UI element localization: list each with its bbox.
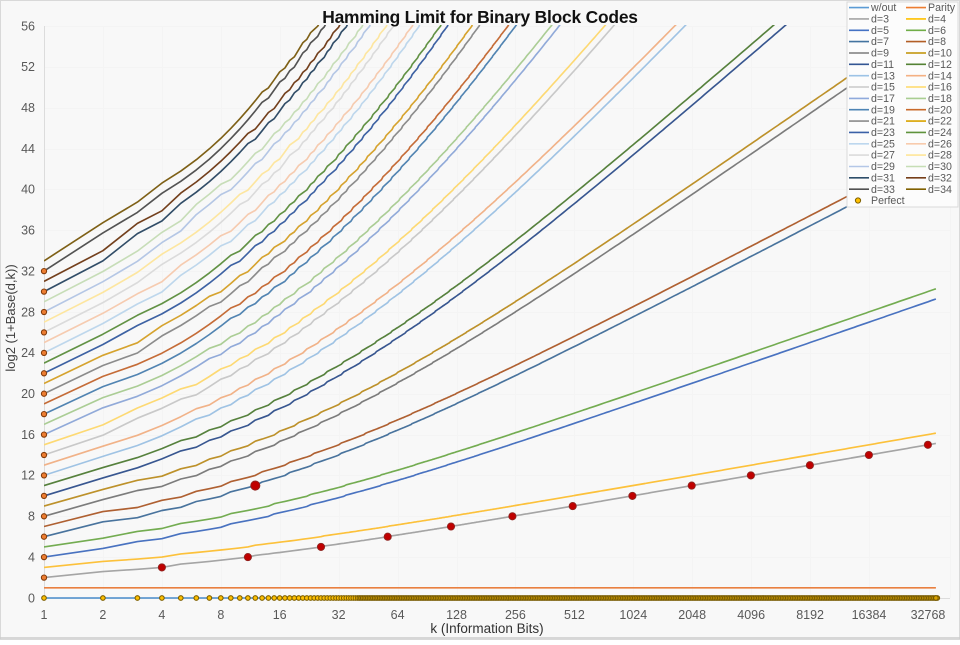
svg-text:Hamming Limit for Binary Block: Hamming Limit for Binary Block Codes bbox=[322, 7, 638, 27]
svg-text:d=26: d=26 bbox=[928, 138, 952, 150]
svg-text:d=22: d=22 bbox=[928, 116, 952, 128]
svg-text:d=19: d=19 bbox=[871, 104, 895, 116]
svg-text:4096: 4096 bbox=[737, 608, 765, 622]
svg-text:d=33: d=33 bbox=[871, 184, 895, 196]
svg-text:32768: 32768 bbox=[911, 608, 946, 622]
svg-text:d=17: d=17 bbox=[871, 93, 895, 105]
svg-text:36: 36 bbox=[21, 224, 35, 238]
svg-text:d=21: d=21 bbox=[871, 116, 895, 128]
svg-text:d=5: d=5 bbox=[871, 25, 889, 37]
svg-text:d=3: d=3 bbox=[871, 14, 889, 26]
svg-text:16: 16 bbox=[273, 608, 287, 622]
svg-text:d=25: d=25 bbox=[871, 138, 895, 150]
svg-text:d=28: d=28 bbox=[928, 150, 952, 162]
svg-text:d=30: d=30 bbox=[928, 161, 952, 173]
svg-text:4: 4 bbox=[158, 608, 165, 622]
svg-text:d=15: d=15 bbox=[871, 82, 895, 94]
svg-text:256: 256 bbox=[505, 608, 526, 622]
svg-text:12: 12 bbox=[21, 469, 35, 483]
svg-text:20: 20 bbox=[21, 387, 35, 401]
svg-text:8: 8 bbox=[28, 510, 35, 524]
svg-text:Parity: Parity bbox=[928, 2, 956, 14]
svg-text:log2 (1+Base(d,k)): log2 (1+Base(d,k)) bbox=[3, 264, 18, 371]
svg-text:d=10: d=10 bbox=[928, 48, 952, 60]
svg-text:d=11: d=11 bbox=[871, 59, 894, 71]
svg-text:24: 24 bbox=[21, 346, 35, 360]
svg-text:32: 32 bbox=[21, 264, 35, 278]
svg-text:w/out: w/out bbox=[870, 2, 896, 14]
svg-text:d=29: d=29 bbox=[871, 161, 895, 173]
svg-text:0: 0 bbox=[28, 591, 35, 605]
svg-text:d=32: d=32 bbox=[928, 172, 952, 184]
svg-text:52: 52 bbox=[21, 60, 35, 74]
svg-text:Perfect: Perfect bbox=[871, 195, 905, 207]
svg-text:d=4: d=4 bbox=[928, 14, 946, 26]
svg-text:1: 1 bbox=[41, 608, 48, 622]
svg-text:d=18: d=18 bbox=[928, 93, 952, 105]
svg-text:1024: 1024 bbox=[619, 608, 647, 622]
svg-text:d=14: d=14 bbox=[928, 70, 952, 82]
svg-text:d=23: d=23 bbox=[871, 127, 895, 139]
svg-text:d=20: d=20 bbox=[928, 104, 952, 116]
svg-text:512: 512 bbox=[564, 608, 585, 622]
svg-text:d=12: d=12 bbox=[928, 59, 952, 71]
svg-text:d=34: d=34 bbox=[928, 184, 952, 196]
svg-text:d=31: d=31 bbox=[871, 172, 895, 184]
svg-text:56: 56 bbox=[21, 19, 35, 33]
svg-text:d=8: d=8 bbox=[928, 36, 946, 48]
svg-text:2048: 2048 bbox=[678, 608, 706, 622]
svg-text:64: 64 bbox=[391, 608, 405, 622]
svg-text:2: 2 bbox=[99, 608, 106, 622]
svg-text:32: 32 bbox=[332, 608, 346, 622]
svg-text:k (Information Bits): k (Information Bits) bbox=[430, 621, 543, 636]
svg-text:16384: 16384 bbox=[852, 608, 887, 622]
svg-text:40: 40 bbox=[21, 183, 35, 197]
svg-text:d=7: d=7 bbox=[871, 36, 889, 48]
svg-text:d=6: d=6 bbox=[928, 25, 946, 37]
svg-text:48: 48 bbox=[21, 101, 35, 115]
svg-text:d=9: d=9 bbox=[871, 48, 889, 60]
svg-text:8192: 8192 bbox=[796, 608, 824, 622]
svg-text:d=24: d=24 bbox=[928, 127, 952, 139]
svg-text:28: 28 bbox=[21, 305, 35, 319]
svg-text:d=27: d=27 bbox=[871, 150, 895, 162]
svg-text:8: 8 bbox=[217, 608, 224, 622]
svg-text:d=13: d=13 bbox=[871, 70, 895, 82]
svg-text:4: 4 bbox=[28, 550, 35, 564]
svg-text:16: 16 bbox=[21, 428, 35, 442]
svg-text:128: 128 bbox=[446, 608, 467, 622]
svg-text:44: 44 bbox=[21, 142, 35, 156]
svg-text:d=16: d=16 bbox=[928, 82, 952, 94]
